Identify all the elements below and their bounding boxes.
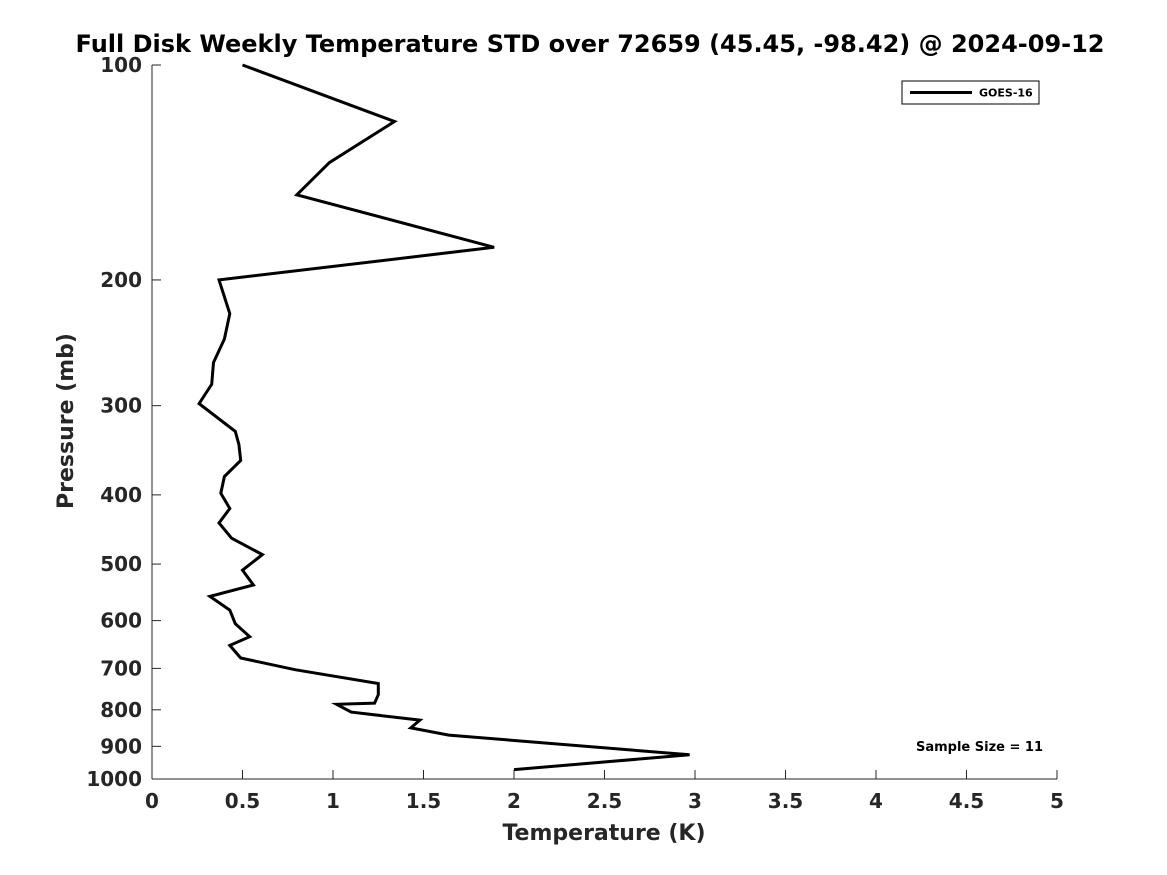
x-axis-label: Temperature (K): [502, 821, 705, 846]
series-lines: [197, 63, 690, 772]
x-axis-ticks: 0 0.5 1 1.5 2 2.5 3 3.5 4 4.5 5: [145, 770, 1064, 813]
y-tick-label: 1000: [86, 767, 142, 791]
legend-label: GOES-16: [979, 87, 1033, 100]
y-tick-label: 900: [100, 734, 142, 758]
x-tick-label: 0.5: [225, 789, 260, 813]
x-tick-label: 3: [688, 789, 702, 813]
axes: [151, 65, 1057, 780]
x-tick-label: 3.5: [768, 789, 803, 813]
x-tick-label: 0: [145, 789, 159, 813]
y-tick-label: 300: [100, 394, 142, 418]
legend: GOES-16: [901, 80, 1040, 105]
y-tick-label: 400: [100, 483, 142, 507]
y-tick-label: 200: [100, 268, 142, 292]
x-tick-label: 2: [507, 789, 521, 813]
y-tick-label: 800: [100, 698, 142, 722]
x-tick-label: 4: [869, 789, 883, 813]
series-line: [197, 63, 690, 772]
x-tick-label: 4.5: [949, 789, 984, 813]
x-tick-label: 2.5: [587, 789, 622, 813]
y-tick-label: 500: [100, 552, 142, 576]
x-tick-label: 5: [1050, 789, 1064, 813]
chart-title: Full Disk Weekly Temperature STD over 72…: [76, 30, 1105, 58]
y-axis-ticks: 100 200 300 400 500 600 700 800 900 1000: [86, 53, 161, 791]
y-tick-label: 100: [100, 53, 142, 77]
y-tick-label: 700: [100, 656, 142, 680]
x-tick-label: 1: [326, 789, 340, 813]
sample-size-annotation: Sample Size = 11: [916, 740, 1043, 755]
y-tick-label: 600: [100, 609, 142, 633]
x-tick-label: 1.5: [406, 789, 441, 813]
y-axis-label: Pressure (mb): [54, 333, 79, 509]
